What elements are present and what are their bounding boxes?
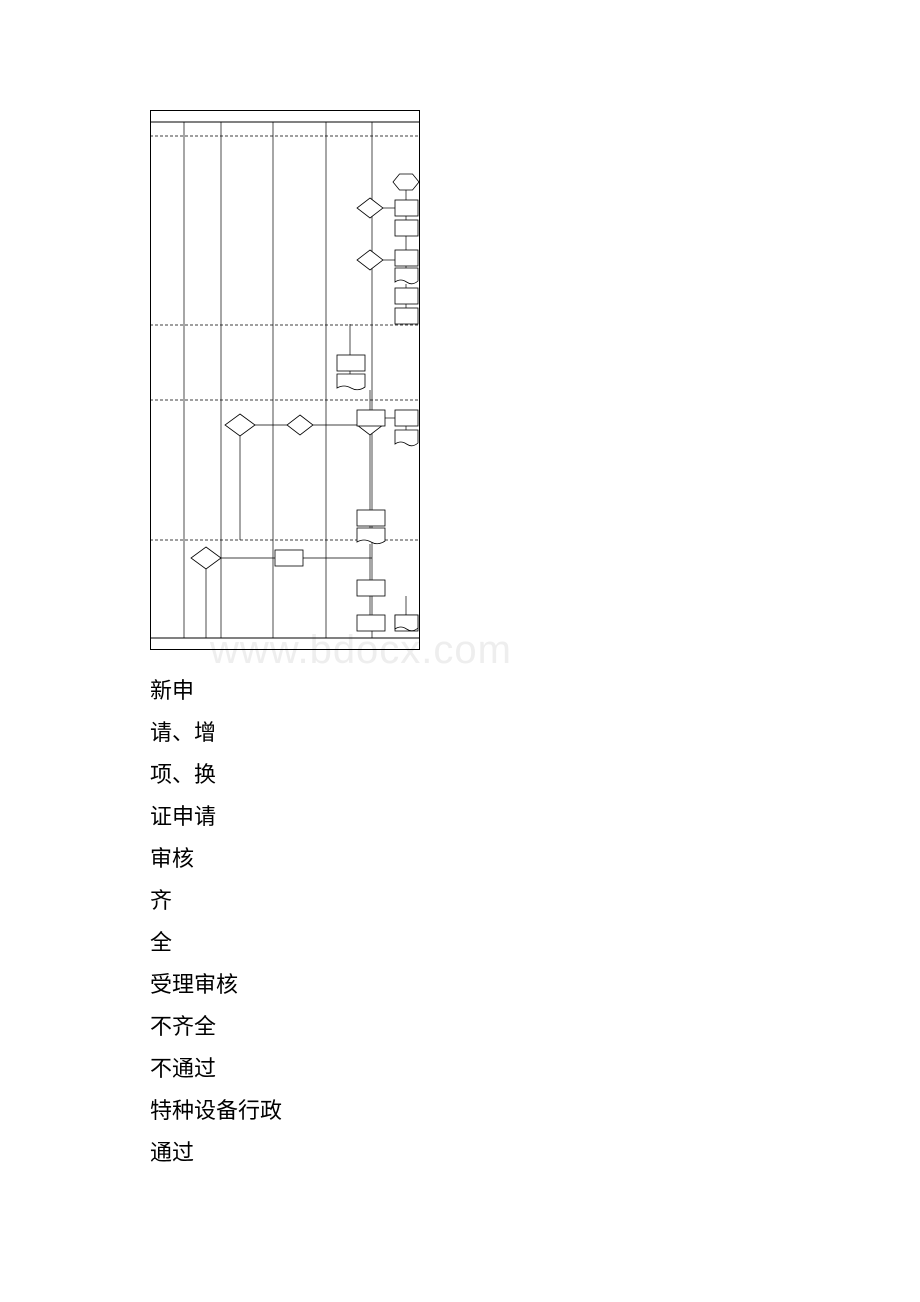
text-line: 新申 bbox=[150, 670, 770, 712]
text-line: 全 bbox=[150, 922, 770, 964]
text-line: 证申请 bbox=[150, 796, 770, 838]
text-line: 齐 bbox=[150, 880, 770, 922]
text-line: 审核 bbox=[150, 838, 770, 880]
text-line: 受理审核 bbox=[150, 964, 770, 1006]
flowchart-diagram bbox=[150, 110, 420, 650]
text-line: 不齐全 bbox=[150, 1006, 770, 1048]
text-line: 项、换 bbox=[150, 754, 770, 796]
text-line: 特种设备行政 bbox=[150, 1090, 770, 1132]
text-line: 请、增 bbox=[150, 712, 770, 754]
text-line: 通过 bbox=[150, 1132, 770, 1174]
document-page: 新申 请、增 项、换 证申请 审核 齐 全 受理审核 不齐全 不通过 特种设备行… bbox=[150, 110, 770, 1174]
text-line: 不通过 bbox=[150, 1048, 770, 1090]
text-body: 新申 请、增 项、换 证申请 审核 齐 全 受理审核 不齐全 不通过 特种设备行… bbox=[150, 670, 770, 1174]
